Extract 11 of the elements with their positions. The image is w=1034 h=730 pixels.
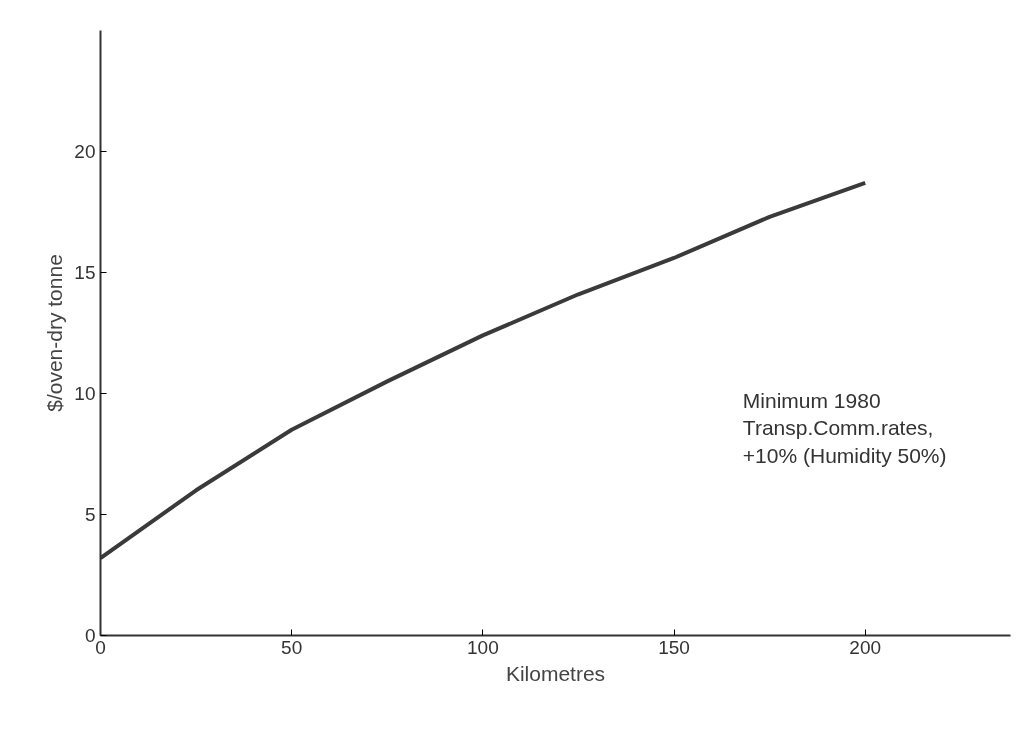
- x-axis-title: Kilometres: [505, 661, 606, 685]
- y-tick-label: 20: [74, 141, 96, 162]
- y-axis-title: $/oven-dry tonne: [43, 254, 67, 412]
- y-tick-label: 15: [74, 262, 96, 283]
- y-tick-label: 10: [74, 383, 96, 404]
- x-tick-label: 150: [658, 636, 690, 658]
- x-tick-label: 200: [849, 636, 882, 658]
- y-tick-label: 5: [84, 504, 96, 525]
- x-tick-label: 100: [467, 636, 499, 658]
- annotation: Minimum 1980 Transp.Comm.rates, +10% (Humidity 50%): [742, 388, 947, 467]
- x-tick-label: 50: [281, 636, 303, 658]
